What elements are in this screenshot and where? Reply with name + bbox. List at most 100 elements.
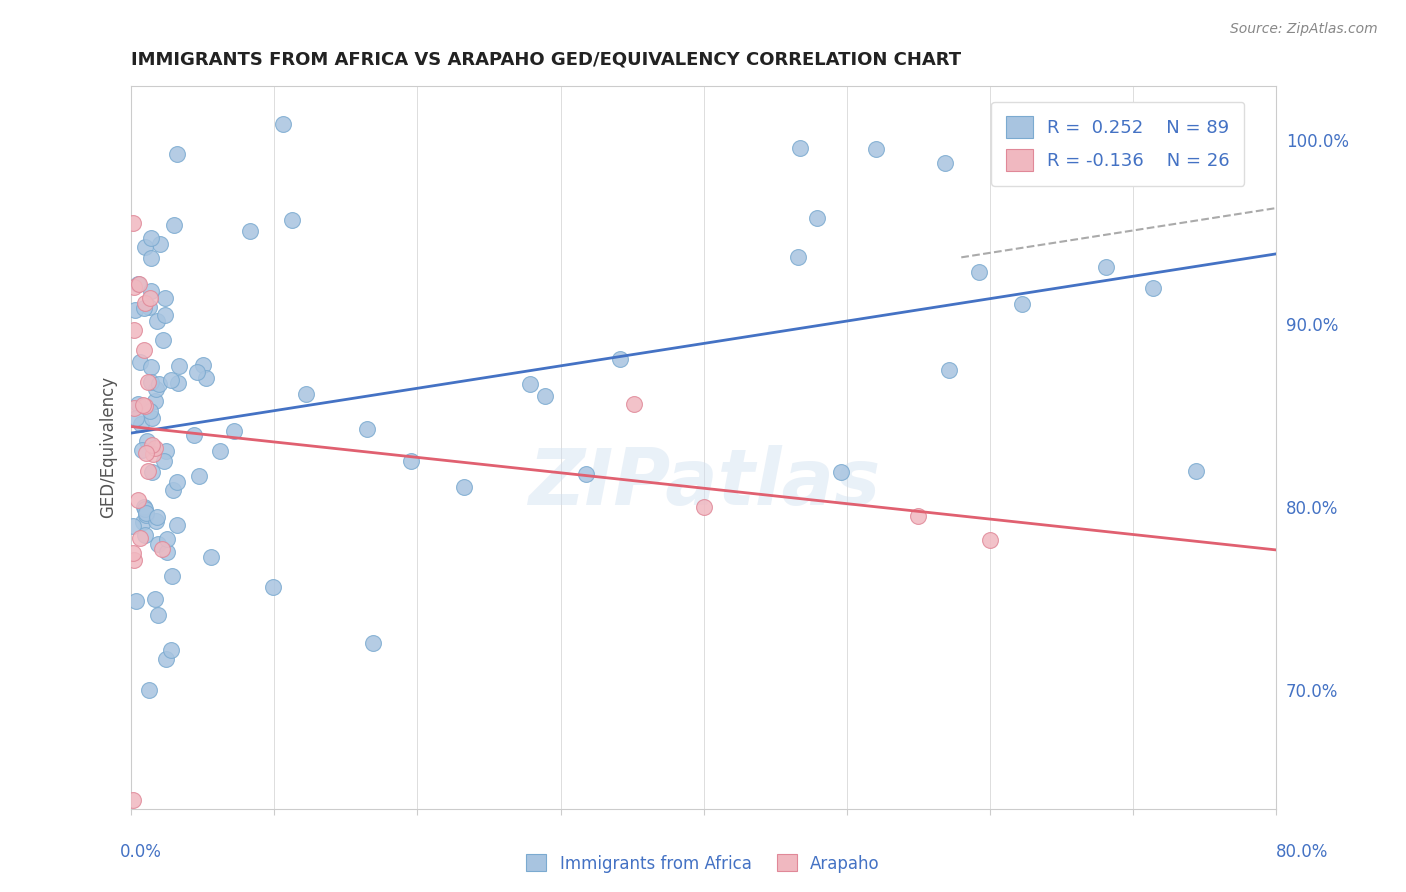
Point [162,483,184,498]
Point [127,277,149,291]
Point [155,652,177,666]
Point [148,537,170,551]
Point [135,506,157,520]
Point [1011,296,1033,310]
Point [186,365,208,379]
Point [136,375,159,389]
Point [979,533,1001,547]
Text: IMMIGRANTS FROM AFRICA VS ARAPAHO GED/EQUIVALENCY CORRELATION CHART: IMMIGRANTS FROM AFRICA VS ARAPAHO GED/EQ… [131,51,962,69]
Point [139,375,162,389]
Point [131,442,153,457]
Text: Source: ZipAtlas.com: Source: ZipAtlas.com [1230,22,1378,37]
Point [194,370,217,384]
Point [163,218,186,232]
Point [139,404,162,418]
Point [122,553,145,567]
Point [143,394,166,409]
Point [156,532,179,546]
Point [138,683,160,698]
Point [239,224,262,238]
Point [122,280,145,294]
Point [160,569,183,583]
Text: 0.0%: 0.0% [120,843,162,861]
Point [281,213,304,227]
Point [134,399,156,413]
Point [188,469,211,483]
Point [121,793,143,807]
Point [193,359,215,373]
Point [139,285,162,299]
Point [152,333,174,347]
Point [127,492,149,507]
Point [141,251,163,265]
Point [156,545,179,559]
Point [938,362,960,376]
Point [145,514,167,528]
Point [150,541,173,556]
Point [149,236,172,251]
Point [135,508,157,522]
Point [124,303,146,318]
Point [134,502,156,516]
Point [534,389,557,403]
Point [160,643,183,657]
Point [136,464,159,478]
Point [166,475,188,489]
Point [134,296,156,310]
Point [132,516,155,530]
Point [121,545,143,559]
Point [129,417,152,432]
Point [166,147,188,161]
Point [139,231,162,245]
Point [356,422,378,436]
Point [786,250,808,264]
Point [865,142,887,156]
Point [122,323,145,337]
Point [692,500,714,514]
Point [129,354,152,368]
Point [166,517,188,532]
Point [122,401,145,415]
Legend: R =  0.252    N = 89, R = -0.136    N = 26: R = 0.252 N = 89, R = -0.136 N = 26 [991,102,1244,186]
Point [141,411,163,425]
Point [623,397,645,411]
Point [609,351,631,366]
Point [224,424,246,438]
Point [138,291,160,305]
Point [141,438,163,452]
Point [167,359,190,374]
Point [138,301,160,315]
Point [271,117,294,131]
Point [262,580,284,594]
Point [907,508,929,523]
Point [1142,281,1164,295]
Point [148,376,170,391]
Point [125,411,148,425]
Point [124,594,146,608]
Point [401,453,423,467]
Point [142,447,165,461]
Point [134,527,156,541]
Point [153,454,176,468]
Point [146,314,169,328]
Point [143,441,166,455]
Point [575,467,598,482]
Point [134,301,156,315]
Point [363,636,385,650]
Point [155,444,177,458]
Point [139,359,162,374]
Y-axis label: GED/Equivalency: GED/Equivalency [100,376,117,518]
Point [132,398,155,412]
Point [136,434,159,448]
Point [146,510,169,524]
Point [121,216,143,230]
Point [145,382,167,396]
Point [134,240,156,254]
Point [789,141,811,155]
Point [135,446,157,460]
Point [209,444,232,458]
Point [141,465,163,479]
Point [127,397,149,411]
Point [453,480,475,494]
Point [132,343,155,357]
